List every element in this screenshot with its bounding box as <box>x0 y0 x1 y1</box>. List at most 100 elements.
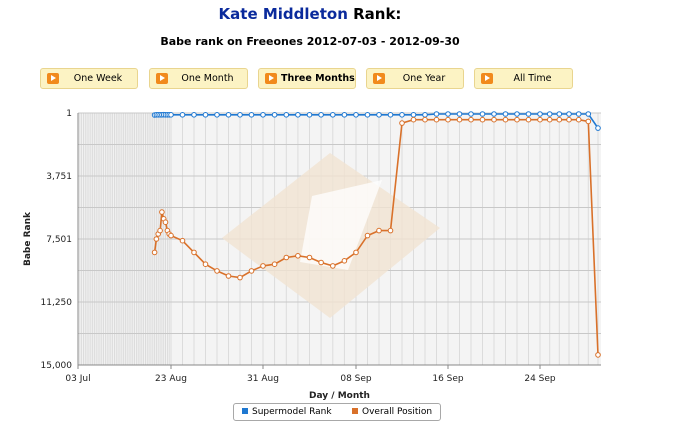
overall-position-point <box>525 116 532 123</box>
play-icon <box>481 73 493 84</box>
overall-position-point <box>566 116 572 123</box>
supermodel-rank-point <box>556 111 563 117</box>
overall-position-point <box>537 116 543 123</box>
supermodel-rank-point <box>283 112 290 118</box>
overall-position-point <box>153 236 160 242</box>
chart-legend: Supermodel Rank Overall Position <box>233 403 441 421</box>
overall-position-point <box>330 263 336 269</box>
legend-label: Overall Position <box>362 407 433 417</box>
supermodel-rank-point <box>202 112 209 118</box>
overall-position-point <box>168 232 174 239</box>
supermodel-rank-point <box>595 125 601 131</box>
overall-position-point <box>479 116 486 123</box>
overall-position-point <box>237 274 243 281</box>
supermodel-rank-point <box>168 112 174 118</box>
overall-position-point <box>271 261 278 268</box>
supermodel-rank-point <box>525 111 532 117</box>
chart-title: Kate Middleton Rank: <box>0 5 620 23</box>
legend-item-supermodel-rank[interactable]: Supermodel Rank <box>242 407 332 417</box>
overall-position-point <box>556 116 563 123</box>
supermodel-rank-point <box>318 112 324 118</box>
overall-position-point <box>502 116 509 123</box>
x-tick-label: 31 Aug <box>247 374 279 384</box>
overall-position-point <box>595 352 601 358</box>
supermodel-rank-point <box>191 112 197 118</box>
y-axis-title: Babe Rank <box>23 211 33 266</box>
supermodel-rank-point <box>502 111 509 117</box>
range-button-all-time[interactable]: All Time <box>474 68 573 89</box>
x-tick-label: 03 Jul <box>65 374 90 384</box>
range-button-one-month[interactable]: One Month <box>149 68 248 89</box>
overall-position-point <box>585 118 592 125</box>
overall-position-point <box>387 227 394 234</box>
supermodel-rank-point <box>376 112 382 118</box>
celebrity-name: Kate Middleton <box>218 5 348 23</box>
legend-swatch <box>242 408 248 414</box>
y-tick-label: 1 <box>66 109 72 119</box>
overall-position-point <box>283 254 290 261</box>
x-axis-title: Day / Month <box>309 391 370 401</box>
overall-position-point <box>491 116 497 123</box>
watermark-logo-inner <box>300 180 382 270</box>
supermodel-rank-point <box>179 112 186 118</box>
play-icon <box>373 73 385 84</box>
overall-position-point <box>191 249 197 256</box>
overall-position-point <box>399 120 405 126</box>
overall-position-point <box>546 116 553 123</box>
supermodel-rank-point <box>491 111 497 117</box>
supermodel-rank-point <box>399 112 405 118</box>
title-suffix: Rank: <box>347 5 402 23</box>
overall-position-point <box>376 227 382 234</box>
supermodel-rank-point <box>585 111 592 117</box>
overall-position-point <box>162 219 169 225</box>
supermodel-rank-point <box>546 111 553 117</box>
overall-position-point <box>248 268 255 274</box>
supermodel-rank-point <box>271 112 278 118</box>
chart-subtitle: Babe rank on Freeones 2012-07-03 - 2012-… <box>160 35 460 48</box>
overall-position-point <box>157 227 163 234</box>
overall-position-point <box>202 261 209 268</box>
supermodel-rank-point <box>537 111 543 117</box>
overall-position-point <box>445 116 451 123</box>
supermodel-rank-point <box>214 112 220 118</box>
overall-position-point <box>260 263 266 269</box>
supermodel-rank-point <box>248 112 255 118</box>
supermodel-rank-point <box>330 112 336 118</box>
overall-position-point <box>364 232 371 239</box>
range-button-label: All Time <box>513 73 552 84</box>
overall-position-point <box>575 116 582 123</box>
supermodel-rank-point <box>468 111 474 117</box>
supermodel-rank-point <box>364 112 371 118</box>
overall-position-point <box>295 253 301 259</box>
overall-position-point <box>353 249 359 256</box>
supermodel-rank-point <box>237 112 243 118</box>
overall-position-point <box>159 209 165 215</box>
overall-position-point <box>225 273 232 279</box>
y-tick-label: 7,501 <box>46 235 72 245</box>
range-button-label: One Year <box>402 73 446 84</box>
overall-position-point <box>433 116 440 123</box>
range-button-one-year[interactable]: One Year <box>366 68 464 89</box>
range-button-three-months[interactable]: Three Months <box>258 68 356 89</box>
range-button-label: Three Months <box>281 73 355 84</box>
play-icon <box>47 73 59 84</box>
legend-swatch <box>352 408 358 414</box>
supermodel-rank-point <box>575 111 582 117</box>
play-icon <box>156 73 168 84</box>
overall-position-point <box>306 254 313 261</box>
overall-position-point <box>514 116 520 123</box>
overall-position-point <box>179 237 186 244</box>
supermodel-rank-point <box>514 111 520 117</box>
legend-item-overall-position[interactable]: Overall Position <box>352 407 432 417</box>
overall-position-point <box>318 259 324 266</box>
supermodel-rank-point <box>353 112 359 118</box>
supermodel-rank-point <box>445 111 451 117</box>
range-button-one-week[interactable]: One Week <box>40 68 138 89</box>
supermodel-rank-point <box>306 112 313 118</box>
supermodel-rank-point <box>566 111 572 117</box>
supermodel-rank-point <box>260 112 266 118</box>
supermodel-rank-point <box>295 112 301 118</box>
overall-position-point <box>456 116 463 123</box>
y-tick-label: 15,000 <box>41 361 73 371</box>
supermodel-rank-point <box>479 111 486 117</box>
